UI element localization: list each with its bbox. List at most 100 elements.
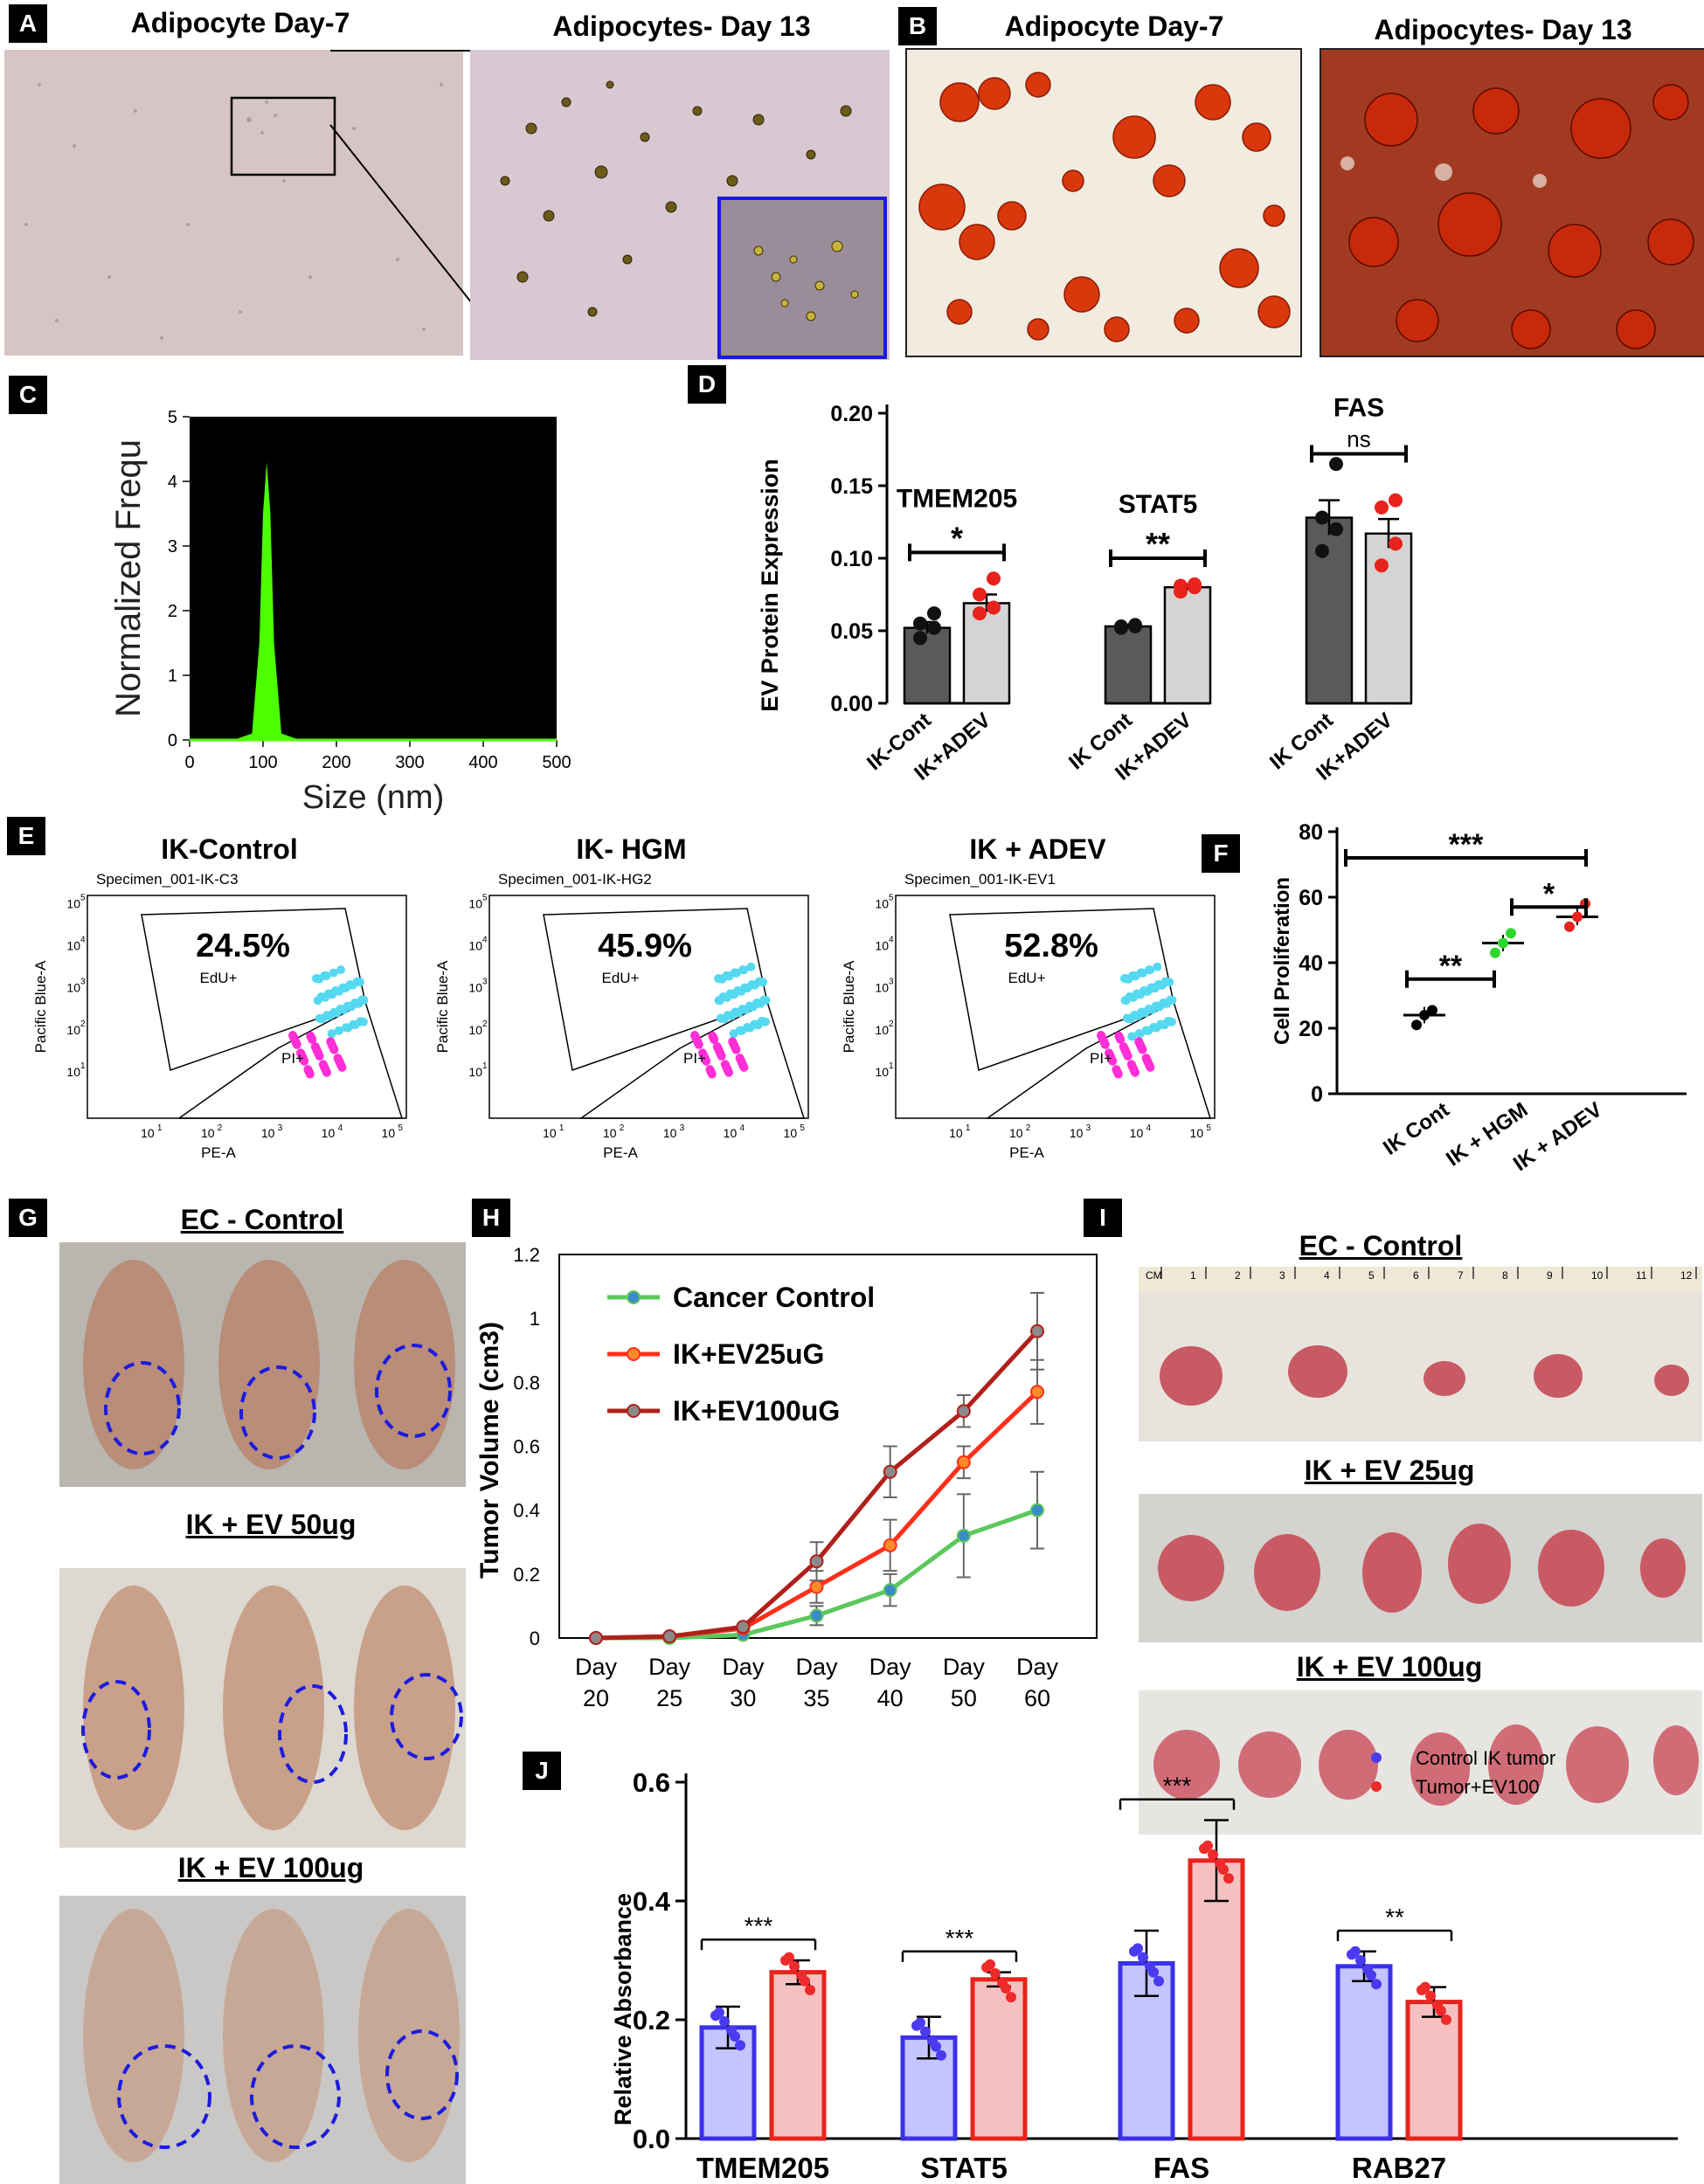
c-xtick-label: 400 <box>468 753 497 772</box>
d-data-point <box>1329 457 1343 472</box>
flow-x-tick: 10 <box>949 1126 963 1140</box>
pi-event <box>724 1068 733 1077</box>
h-ytick-label: 0.2 <box>513 1564 540 1586</box>
edu-event <box>1120 974 1129 983</box>
edu-event <box>353 977 363 986</box>
j-data-point <box>1350 1946 1361 1957</box>
flow-y-tick-exp: 4 <box>80 936 86 945</box>
f-ytick-label: 20 <box>1299 1017 1323 1041</box>
h-data-point <box>956 1404 971 1419</box>
j-data-point <box>719 2016 730 2028</box>
h-data-point <box>956 1455 971 1469</box>
pi-event <box>337 1062 347 1072</box>
j-category-label: TMEM205 <box>696 2152 829 2184</box>
h-plot-frame <box>558 1254 1098 1639</box>
f-data-point <box>1419 1010 1430 1020</box>
h-ytick-label: 1 <box>530 1308 540 1330</box>
edu-event <box>716 1013 725 1023</box>
pi-event <box>1116 1034 1126 1044</box>
f-data-point <box>1490 947 1500 958</box>
flow-x-tick-exp: 4 <box>337 1123 343 1133</box>
pi-event <box>300 1056 309 1066</box>
pi-event <box>308 1034 317 1044</box>
h-xtick-label: Day <box>575 1654 618 1680</box>
j-bar <box>1405 2000 1463 2141</box>
d-group-title: STAT5 <box>1119 490 1198 519</box>
c-y-axis-label: Normalized Frequ <box>109 439 148 717</box>
flow-y-tick-exp: 4 <box>482 936 488 945</box>
h-y-axis-label: Tumor Volume (cm3) <box>476 1322 504 1579</box>
h-data-point <box>883 1464 897 1479</box>
edu-event <box>719 992 729 1002</box>
ruler-label: 6 <box>1413 1269 1419 1282</box>
g-title-ev50: IK + EV 50ug <box>185 1509 357 1540</box>
flow-x-tick: 10 <box>603 1126 617 1140</box>
flow-plot: IK-Control Specimen_001-IK-C3 24.5% EdU+ PI+… <box>32 833 407 1161</box>
panel-label-h: H <box>472 1199 510 1237</box>
flow-y-tick: 10 <box>875 939 889 953</box>
edu-event <box>1152 1001 1161 1011</box>
g-title-ec-control: EC - Control <box>180 1204 344 1235</box>
flow-x-tick-exp: 4 <box>1146 1123 1151 1133</box>
size-peak <box>233 461 300 740</box>
panel-label-b: B <box>898 7 937 45</box>
panel-label-j: J <box>523 1752 561 1790</box>
edu-event <box>336 965 346 975</box>
flow-x-tick-exp: 2 <box>1026 1123 1031 1133</box>
d-ytick-label: 0.05 <box>830 619 873 644</box>
j-legend-marker <box>1371 1781 1382 1792</box>
edu-event <box>735 1026 745 1035</box>
f-ytick-label: 0 <box>1311 1082 1323 1107</box>
edu-event <box>1127 1032 1137 1041</box>
oil-red-day13-micrograph <box>1320 48 1704 357</box>
flow-y-axis-label: Pacific Blue-A <box>434 960 451 1053</box>
d-data-point <box>1315 510 1329 525</box>
d-data-point <box>913 631 927 646</box>
flow-y-tick: 10 <box>468 939 482 953</box>
pi-event <box>1113 1069 1123 1079</box>
flow-x-axis-label: PE-A <box>1009 1144 1044 1161</box>
flow-y-tick: 10 <box>66 1023 80 1037</box>
j-data-point <box>1145 1960 1155 1972</box>
d-data-point <box>1329 522 1343 536</box>
mice-ec-control-photo <box>59 1242 466 1487</box>
c-x-axis-label: Size (nm) <box>302 779 445 816</box>
d-bar <box>1104 625 1153 705</box>
d-ytick-label: 0.10 <box>830 547 873 571</box>
j-data-point <box>1362 1964 1373 1975</box>
edu-event <box>743 1023 752 1032</box>
pi-event <box>702 1056 711 1066</box>
d-bar <box>1163 585 1212 705</box>
edu-event <box>334 1026 343 1035</box>
j-data-point <box>735 2040 745 2051</box>
h-xtick-label: 50 <box>951 1685 977 1711</box>
j-data-point <box>990 1967 1001 1979</box>
edu-event <box>723 971 732 980</box>
edu-gate-label: EdU+ <box>602 970 640 986</box>
d-data-point <box>987 600 1001 615</box>
d-bar <box>962 602 1011 705</box>
flow-specimen-label: Specimen_001-IK-HG2 <box>498 871 652 888</box>
flow-y-axis-label: Pacific Blue-A <box>841 960 857 1053</box>
edu-event <box>753 999 763 1008</box>
d-data-point <box>1128 618 1142 632</box>
day13-red-droplets <box>1340 84 1694 349</box>
flow-y-tick-exp: 2 <box>80 1019 86 1029</box>
edu-event <box>734 986 744 996</box>
pi-event <box>1100 1040 1110 1049</box>
flow-x-tick-exp: 4 <box>739 1123 745 1133</box>
c-ytick-label: 3 <box>168 537 177 556</box>
h-xtick-label: Day <box>648 1654 691 1680</box>
h-ytick-label: 0.8 <box>513 1372 540 1393</box>
edu-percentage: 45.9% <box>598 928 692 964</box>
flow-x-tick-exp: 5 <box>800 1123 805 1133</box>
d-bar <box>1364 532 1413 705</box>
edu-event <box>1134 1029 1144 1038</box>
c-ytick-label: 0 <box>168 731 177 750</box>
ruler: CM 1 2 3 4 5 6 7 8 9 10 11 12 <box>1146 1267 1697 1282</box>
j-data-point <box>726 2025 737 2036</box>
pi-event <box>329 1045 339 1054</box>
flow-x-tick: 10 <box>1070 1126 1084 1140</box>
pi-event <box>717 1051 726 1061</box>
flow-y-tick-exp: 2 <box>482 1019 488 1029</box>
